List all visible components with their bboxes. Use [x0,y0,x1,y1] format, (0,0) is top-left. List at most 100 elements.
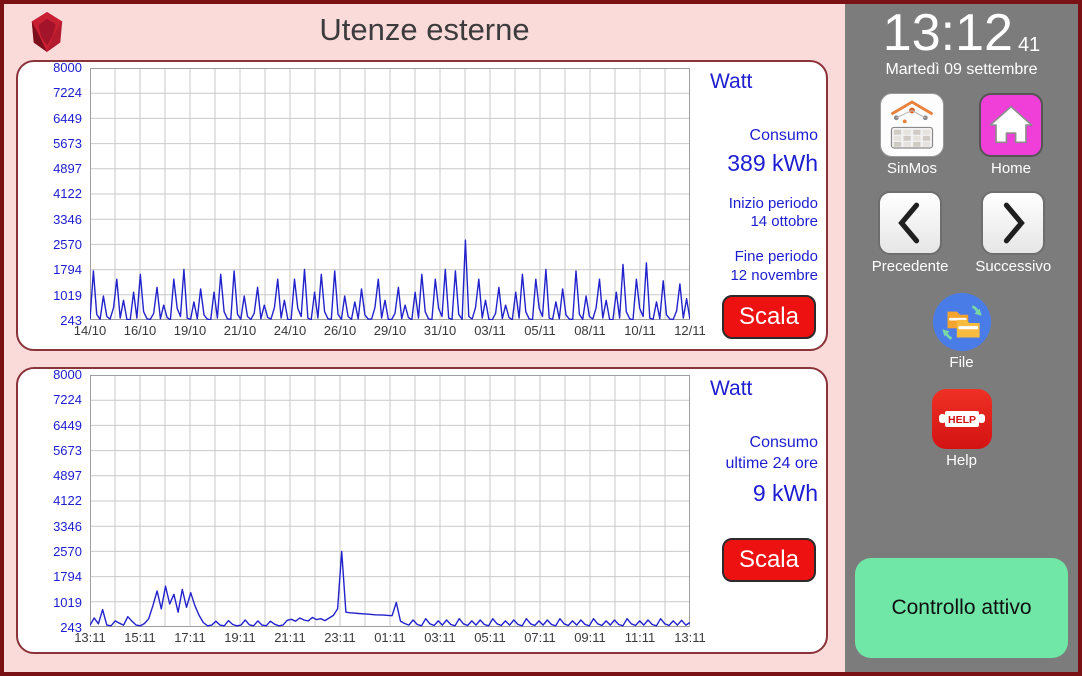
tick-label: 13:11 [674,630,706,645]
clock-date: Martedì 09 settembre [885,60,1038,78]
tick-label: 12/11 [674,323,706,338]
clock-time: 13:12 [882,4,1013,62]
help-button[interactable]: HELP Help [931,388,992,469]
tick-label: 21:11 [274,630,306,645]
tick-label: 05:11 [474,630,506,645]
previous-label: Precedente [871,257,949,275]
tick-label: 23:11 [324,630,356,645]
tick-label: 6449 [53,417,82,433]
tick-label: 26/10 [323,323,357,338]
gem-logo-icon [28,11,66,53]
tick-label: 29/10 [373,323,407,338]
consumption-block: Consumo 389 kWh [698,126,818,179]
tick-label: 243 [60,619,82,635]
tick-label: 5673 [53,442,82,458]
y-axis-labels-period: 8000 7224 6449 5673 4897 4122 3346 2570 1794 1019… [22,61,82,327]
chart-panel-period: 8000 7224 6449 5673 4897 4122 3346 2570 1794 1019… [16,60,828,351]
consumption-label: Consumo [749,127,818,144]
sidebar: 13:12 41 Martedì 09 settembre [845,4,1078,672]
tick-label: 1794 [53,262,82,278]
tick-label: 2570 [53,237,82,253]
period-end-block: Fine periodo 12 novembre [698,248,818,286]
tick-label: 7224 [53,392,82,408]
y-axis-labels-24h: 8000 7224 6449 5673 4897 4122 3346 2570 1794 1019… [22,368,82,634]
x-axis-labels-24h: 13:11 15:11 17:11 19:11 21:11 23:11 01:11 03:11… [65,630,715,645]
file-sync-icon [932,292,991,351]
scala-button-period[interactable]: Scala [721,295,816,339]
tick-label: 1794 [53,569,82,585]
consumption-sublabel: ultime 24 ore [725,454,819,472]
clock-seconds: 41 [1017,33,1041,56]
tick-label: 17:11 [174,630,206,645]
tick-label: 21/10 [223,323,257,338]
sinmos-button[interactable]: SinMos [880,92,944,177]
tick-label: 6449 [53,110,82,126]
tick-label: 09:11 [574,630,606,645]
tick-label: 07:11 [524,630,556,645]
period-consumption-chart [90,68,690,320]
unit-label: Watt [710,70,753,93]
tick-label: 243 [60,312,82,328]
daily-consumption-chart [90,375,690,627]
daily-chart-info: Watt Consumo ultime 24 ore 9 kWh Scala [698,375,818,644]
tick-label: 19/10 [173,323,207,338]
tick-label: 1019 [53,287,82,303]
next-label: Successivo [975,257,1052,275]
tick-label: 13:11 [74,630,106,645]
help-label: Help [946,451,977,469]
tick-label: 16/10 [123,323,157,338]
consumption-value: 9 kWh [752,479,818,506]
x-axis-labels-period: 14/10 16/10 19/10 21/10 24/10 26/10 29/10 31/10… [65,323,715,338]
next-button[interactable]: Successivo [975,190,1052,275]
scala-button-24h[interactable]: Scala [721,538,816,583]
tick-label: 7224 [53,85,82,101]
tick-label: 5673 [53,135,82,151]
header: Utenze esterne [4,4,845,60]
tick-label: 05/11 [524,323,556,338]
home-icon [979,92,1043,157]
period-chart-info: Watt Consumo 389 kWh Inizio periodo 14 o… [698,68,818,341]
tick-label: 4897 [53,161,82,177]
icon-row-apps: SinMos Home [845,92,1078,177]
sinmos-icon [880,92,944,157]
tick-label: 24/10 [273,323,307,338]
previous-button[interactable]: Precedente [871,190,949,275]
help-icon: HELP [931,388,992,449]
tick-label: 4897 [53,468,82,484]
tick-label: 3346 [53,211,82,227]
help-icon-text: HELP [947,414,975,426]
period-start-block: Inizio periodo 14 ottobre [698,195,818,233]
tick-label: 1019 [53,594,82,610]
period-end-label: Fine periodo [734,248,818,266]
tick-label: 14/10 [73,323,107,338]
file-button[interactable]: File [932,292,991,371]
tick-label: 3346 [53,518,82,534]
controllo-attivo-button[interactable]: Controllo attivo [855,558,1068,658]
tick-label: 2570 [53,544,82,560]
chevron-left-icon [878,190,943,255]
consumption-label: Consumo [749,434,818,451]
tick-label: 8000 [53,367,82,382]
home-button[interactable]: Home [979,92,1043,177]
tick-label: 4122 [53,186,82,202]
tick-label: 4122 [53,493,82,509]
tick-label: 8000 [53,60,82,75]
main-area: Utenze esterne 8000 7224 6449 5673 4897 4122 3… [4,4,845,672]
icon-row-nav: Precedente Successivo [845,190,1078,275]
tick-label: 03:11 [424,630,456,645]
unit-label: Watt [710,377,753,400]
chart-panel-24h: 8000 7224 6449 5673 4897 4122 3346 2570 1794 1019… [16,367,828,654]
tick-label: 10/11 [624,323,656,338]
consumption-value: 389 kWh [727,149,818,176]
sinmos-label: SinMos [886,159,938,177]
tick-label: 31/10 [423,323,457,338]
tick-label: 03/11 [474,323,506,338]
tick-label: 15:11 [124,630,156,645]
chevron-right-icon [981,190,1046,255]
consumption-block-24h: Consumo ultime 24 ore 9 kWh [698,433,819,508]
clock: 13:12 41 [883,6,1040,61]
period-start-value: 14 ottobre [750,213,818,231]
tick-label: 11:11 [624,630,656,645]
period-start-label: Inizio periodo [728,194,818,212]
